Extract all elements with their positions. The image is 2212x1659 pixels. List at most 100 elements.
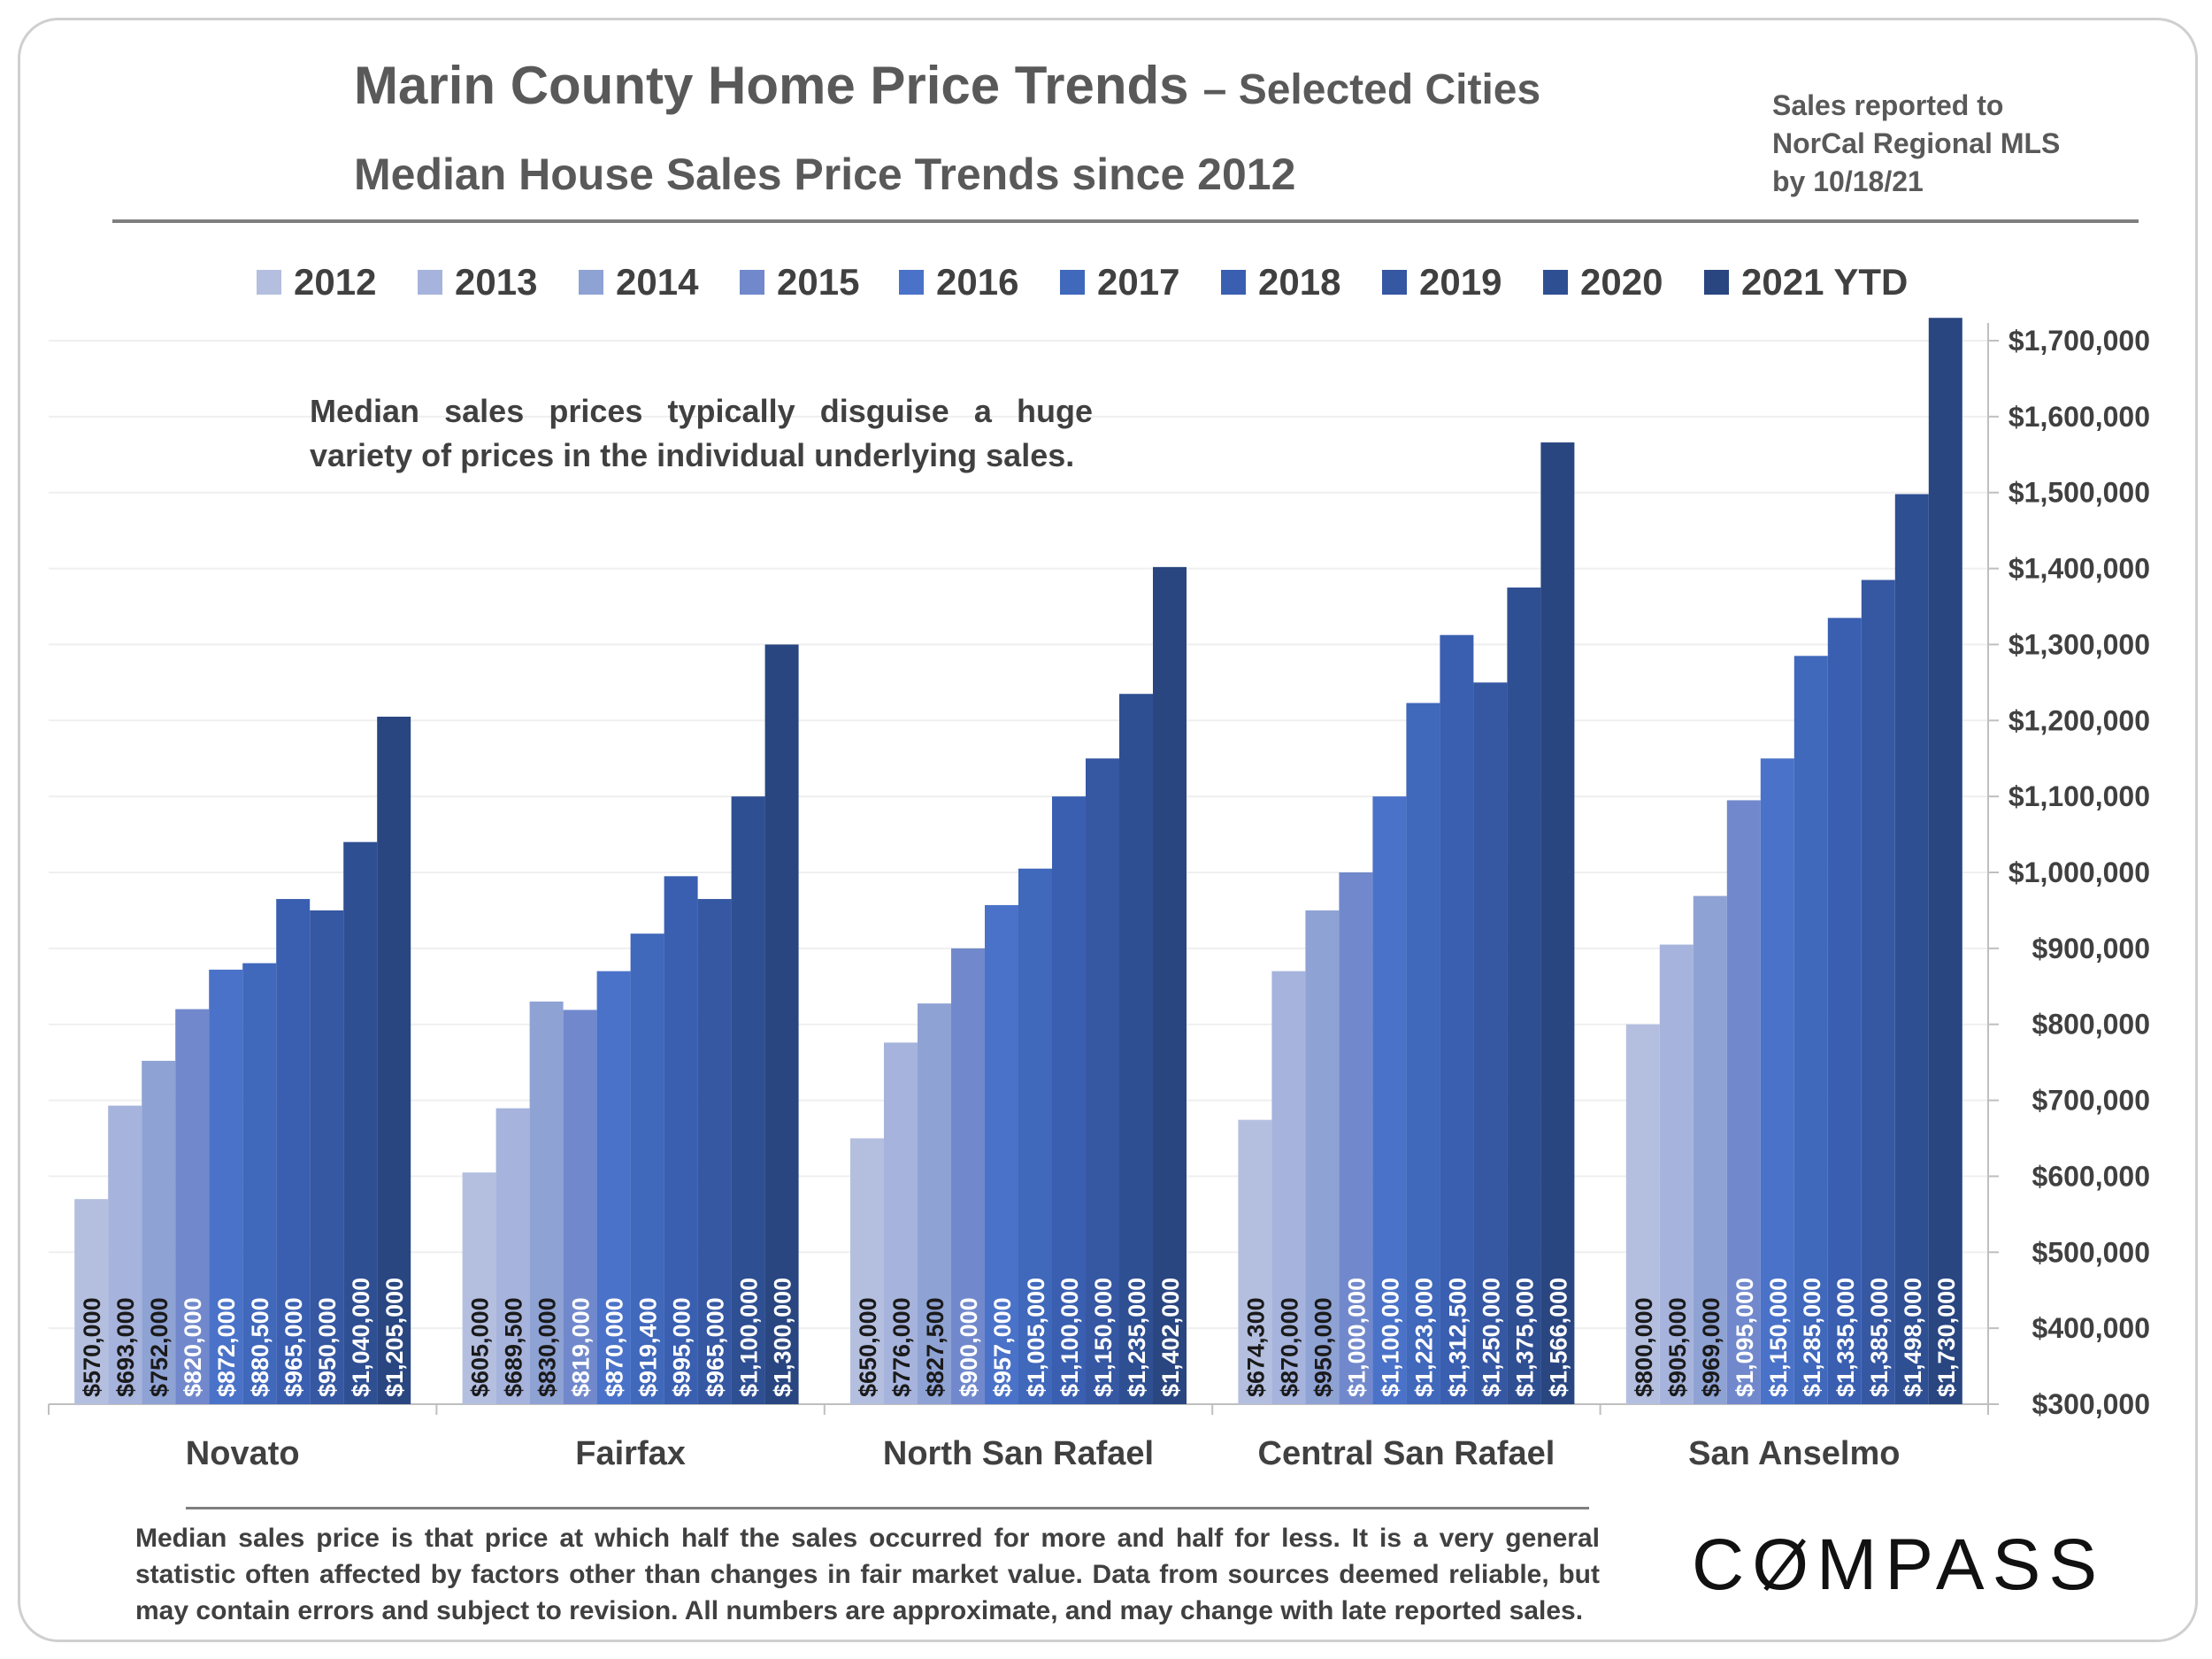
data-label: $1,095,000 [1732,1278,1758,1397]
data-label: $900,000 [956,1297,982,1397]
bar [1760,758,1794,1404]
y-tick-label: $1,600,000 [2008,401,2150,433]
y-tick-label: $1,700,000 [2008,325,2150,357]
data-label: $1,730,000 [1933,1278,1960,1397]
data-label: $820,000 [180,1297,206,1397]
bar [731,796,765,1404]
chart-title: Marin County Home Price Trends – Selecte… [354,55,1540,116]
chart-title-main: Marin County Home Price Trends [354,56,1189,115]
data-label: $880,500 [247,1297,273,1397]
data-label: $1,100,000 [736,1278,763,1397]
data-label: $776,000 [888,1297,915,1397]
data-label: $870,000 [1276,1297,1302,1397]
bar [1693,895,1727,1404]
bar [850,1138,884,1404]
y-tick-label: $700,000 [2032,1085,2150,1117]
footnote: Median sales price is that price at whic… [135,1524,1600,1625]
legend-label: 2020 [1580,261,1663,303]
y-tick-label: $1,000,000 [2008,856,2150,888]
bar [1018,868,1052,1404]
data-label: $830,000 [534,1297,561,1397]
data-label: $919,400 [635,1297,662,1397]
y-tick-label: $900,000 [2032,933,2150,964]
data-label: $1,005,000 [1023,1278,1049,1397]
bar [764,644,799,1404]
data-label: $693,000 [112,1297,139,1397]
bar [630,933,664,1404]
data-label: $870,000 [602,1297,628,1397]
data-label: $905,000 [1664,1297,1691,1397]
bar [209,969,243,1404]
bar [918,1003,951,1404]
legend-label: 2013 [455,261,537,303]
legend-swatch [257,270,281,295]
bar [1894,494,1929,1405]
data-label: $872,000 [213,1297,240,1397]
data-label: $1,285,000 [1799,1278,1825,1397]
source-note: Sales reported to NorCal Regional MLS by… [1772,87,2060,201]
category-label: North San Rafael [883,1435,1154,1472]
bar [985,904,1018,1404]
bar [1153,566,1187,1404]
data-label: $674,300 [1242,1297,1269,1397]
data-label: $1,205,000 [381,1278,408,1397]
bar [175,1009,210,1404]
data-label: $1,100,000 [1377,1278,1403,1397]
bar [1238,1119,1272,1404]
bar [1473,682,1508,1404]
footer-divider [186,1507,1589,1509]
bar-chart: $300,000 $400,000 $500,000 $600,000 $700,000… [48,261,2150,1472]
bar [697,899,732,1404]
bar [1625,1024,1660,1404]
y-tick-label: $400,000 [2032,1312,2150,1344]
data-label: $689,500 [501,1297,527,1397]
data-label: $800,000 [1631,1297,1657,1397]
data-label: $650,000 [855,1297,881,1397]
legend-label: 2016 [936,261,1018,303]
y-tick-label: $300,000 [2032,1388,2150,1420]
bar [1406,703,1440,1404]
legend-swatch [1221,270,1246,295]
data-label: $1,385,000 [1866,1278,1893,1397]
category-label: Fairfax [575,1435,686,1472]
data-label: $1,150,000 [1765,1278,1792,1397]
data-label: $965,000 [703,1297,729,1397]
bar [1540,442,1575,1404]
data-label: $957,000 [989,1297,1016,1397]
y-tick-label: $1,400,000 [2008,553,2150,585]
bar [1339,872,1373,1404]
bar [951,948,985,1404]
header-divider [112,219,2139,223]
data-label: $1,100,000 [1056,1278,1083,1397]
bar [1052,796,1086,1404]
bar [1861,580,1895,1404]
legend-label: 2018 [1258,261,1340,303]
category-label: San Anselmo [1688,1435,1900,1472]
legend-swatch [1704,270,1729,295]
chart-subtitle: Median House Sales Price Trends since 20… [354,150,1296,199]
bar [242,963,277,1404]
bar [529,1001,564,1404]
data-label: $1,312,500 [1444,1278,1471,1397]
data-label: $1,150,000 [1090,1278,1117,1397]
data-label: $1,402,000 [1157,1278,1184,1397]
bar [1726,800,1761,1404]
legend-swatch [579,270,603,295]
chart-title-suffix: – Selected Cities [1202,66,1541,113]
bar [596,971,631,1404]
legend-label: 2012 [294,261,376,303]
bar [495,1108,530,1404]
source-line-2: NorCal Regional MLS [1772,127,2061,159]
bar [664,876,698,1404]
legend-label: 2017 [1097,261,1179,303]
legend-swatch [740,270,764,295]
data-label: $1,300,000 [770,1278,796,1397]
bar [1793,656,1828,1404]
bar [563,1010,597,1404]
data-label: $965,000 [280,1297,307,1397]
data-label: $1,498,000 [1900,1278,1926,1397]
data-label: $605,000 [467,1297,494,1397]
compass-logo: COMPASS [1692,1524,2105,1607]
legend-label: 2014 [616,261,699,303]
logo-text-o: O [1752,1524,1816,1607]
